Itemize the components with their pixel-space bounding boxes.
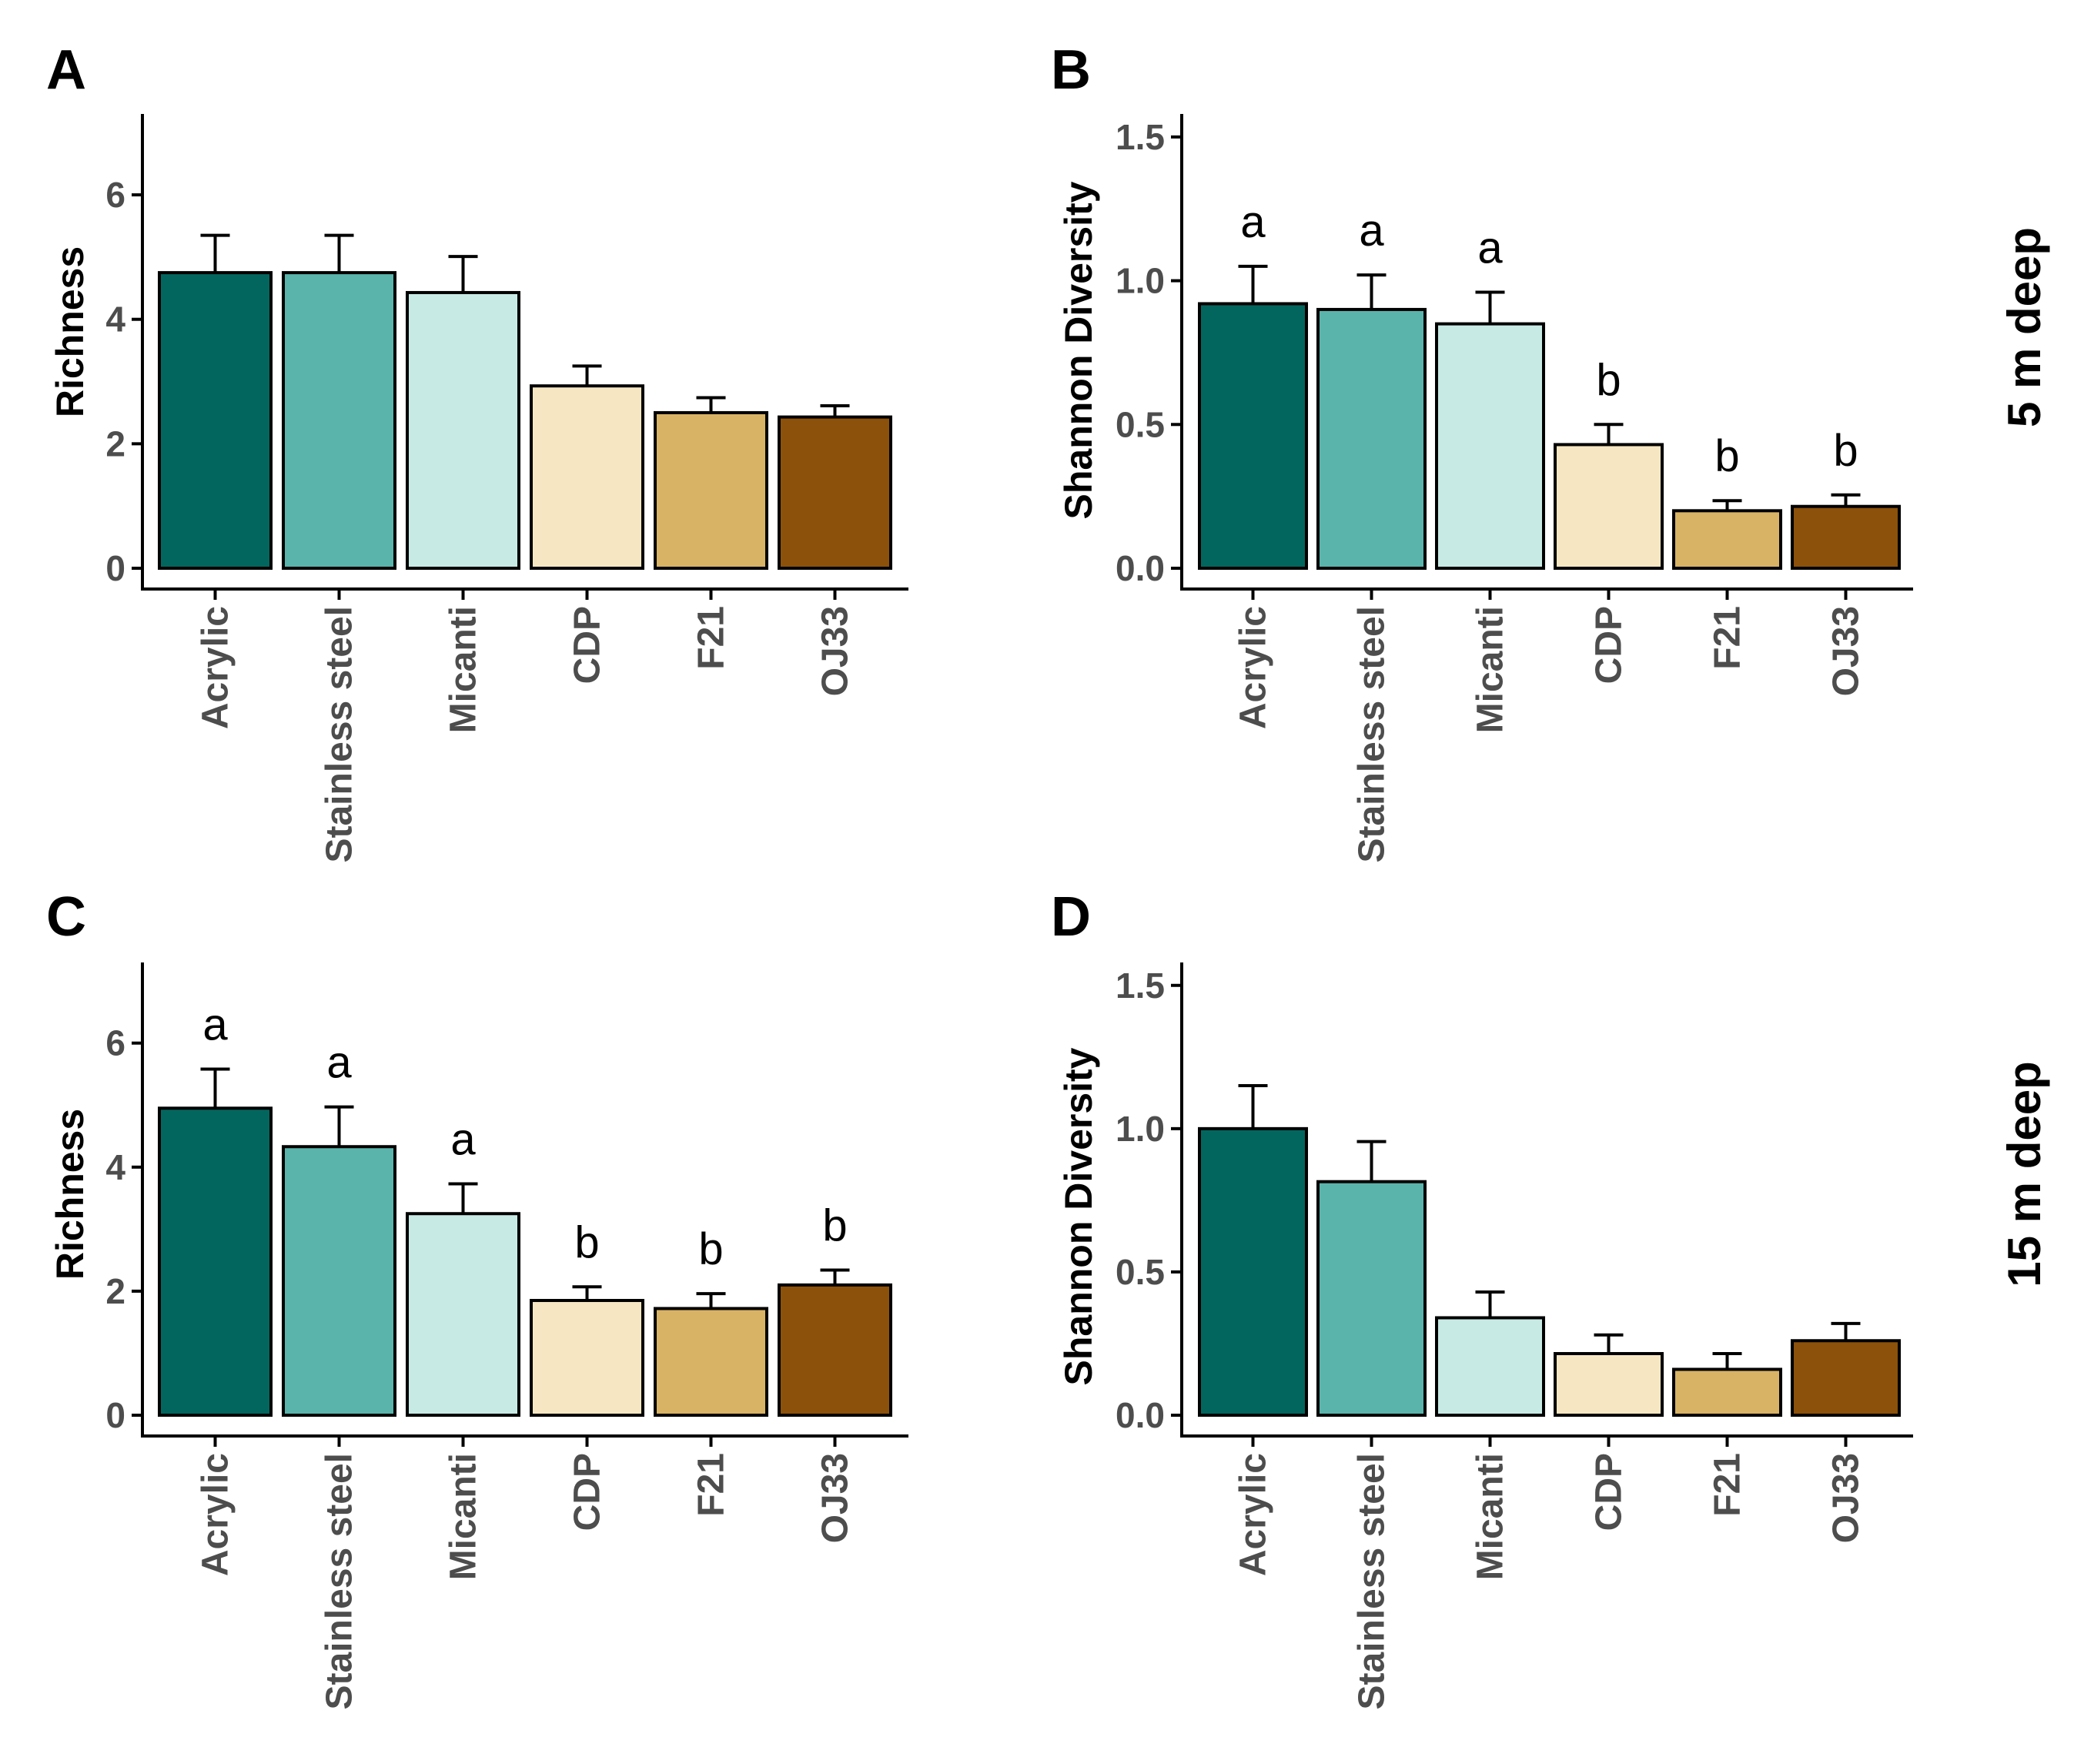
y-tick-label-b-1: 0.5: [1116, 404, 1165, 444]
panel-letter-d: D: [1051, 886, 1091, 948]
significance-b-acrylic: a: [1240, 197, 1266, 247]
row-label-15m: 15 m deep: [1999, 1061, 2050, 1287]
panel-a: A Richness 0 2 4 6 Acrylic Stainless steel Mic…: [46, 39, 908, 863]
y-tick-label-c-3: 6: [105, 1023, 125, 1063]
x-tick-label-c-acrylic: Acrylic: [196, 1453, 236, 1576]
x-tick-label-b-cdp: CDP: [1589, 606, 1630, 684]
bar-c-oj33: [778, 1283, 892, 1418]
bar-a-cdp: [530, 384, 644, 570]
x-tick-label-b-acrylic: Acrylic: [1233, 606, 1274, 729]
y-axis-label-d: Shannon Diversity: [1057, 1047, 1100, 1385]
panel-d: D Shannon Diversity 0.0 0.5 1.0 1.5 Acrylic S…: [1051, 886, 1913, 1710]
bar-b-stainless-steel: [1316, 307, 1427, 570]
x-tick-label-c-micanti: Micanti: [443, 1453, 484, 1580]
y-tick-label-d-2: 1.0: [1116, 1109, 1165, 1149]
x-tick-label-d-f21: F21: [1708, 1453, 1748, 1517]
y-tick-label-b-0: 0.0: [1116, 548, 1165, 588]
x-tick-label-c-stainless-steel: Stainless steel: [319, 1453, 360, 1710]
y-tick-label-a-1: 2: [105, 423, 125, 464]
x-tick-label-b-oj33: OJ33: [1826, 606, 1867, 696]
x-tick-label-c-oj33: OJ33: [815, 1453, 856, 1543]
bar-b-oj33: [1791, 504, 1901, 571]
bar-c-cdp: [530, 1298, 644, 1418]
bar-c-f21: [654, 1307, 768, 1417]
x-tick-label-c-cdp: CDP: [567, 1453, 608, 1531]
plot-area-c: 0 2 4 6 Acrylic a Stainless steel a Micanti a CDP b…: [105, 962, 908, 1710]
y-tick-label-c-0: 0: [105, 1395, 125, 1435]
x-tick-label-d-acrylic: Acrylic: [1233, 1453, 1274, 1576]
y-tick-label-b-3: 1.5: [1116, 117, 1165, 157]
significance-c-acrylic: a: [202, 1000, 228, 1050]
y-axis-label-a: Richness: [49, 246, 92, 417]
x-tick-label-d-cdp: CDP: [1589, 1453, 1630, 1531]
plot-area-d: 0.0 0.5 1.0 1.5 Acrylic Stainless steel Micant…: [1116, 962, 1913, 1710]
y-tick-label-a-3: 6: [105, 175, 125, 215]
bar-d-acrylic: [1198, 1126, 1308, 1418]
bar-c-acrylic: [158, 1106, 273, 1418]
bar-a-acrylic: [158, 271, 273, 570]
significance-c-micanti: a: [450, 1115, 476, 1165]
panel-letter-a: A: [46, 39, 86, 101]
significance-b-oj33: b: [1833, 426, 1858, 476]
y-tick-label-d-0: 0.0: [1116, 1395, 1165, 1435]
panel-b: B Shannon Diversity 0.0 0.5 1.0 1.5 Acrylic a…: [1051, 39, 1913, 863]
panel-letter-b: B: [1051, 39, 1091, 101]
x-tick-label-c-f21: F21: [691, 1453, 732, 1517]
significance-c-f21: b: [698, 1224, 723, 1274]
plot-area-b: 0.0 0.5 1.0 1.5 Acrylic a Stainless steel a Mica…: [1116, 114, 1913, 863]
bar-a-micanti: [406, 290, 520, 570]
significance-c-oj33: b: [822, 1201, 847, 1251]
panel-c: C Richness 0 2 4 6 Acrylic a Stainless steel a M…: [46, 886, 908, 1710]
bar-d-stainless-steel: [1316, 1180, 1427, 1417]
bar-b-micanti: [1435, 322, 1545, 570]
bar-c-stainless-steel: [282, 1145, 396, 1418]
y-axis-label-b: Shannon Diversity: [1057, 181, 1100, 519]
bar-a-f21: [654, 410, 768, 570]
significance-c-cdp: b: [574, 1217, 599, 1267]
bar-b-cdp: [1554, 443, 1664, 570]
significance-b-f21: b: [1714, 431, 1739, 481]
x-tick-label-a-cdp: CDP: [567, 606, 608, 684]
x-tick-label-d-micanti: Micanti: [1470, 1453, 1511, 1580]
plot-area-a: 0 2 4 6 Acrylic Stainless steel Micanti CDP F21 O…: [105, 114, 908, 863]
y-tick-label-c-2: 4: [105, 1147, 125, 1187]
x-tick-label-b-stainless-steel: Stainless steel: [1352, 606, 1393, 863]
significance-b-micanti: a: [1477, 223, 1503, 273]
bar-d-cdp: [1554, 1351, 1664, 1417]
x-tick-label-a-oj33: OJ33: [815, 606, 856, 696]
bar-b-f21: [1672, 509, 1782, 571]
y-tick-label-d-3: 1.5: [1116, 966, 1165, 1006]
y-tick-label-b-2: 1.0: [1116, 261, 1165, 301]
significance-b-stainless-steel: a: [1359, 206, 1384, 256]
significance-c-stainless-steel: a: [326, 1038, 352, 1088]
panel-letter-c: C: [46, 886, 86, 948]
y-tick-label-a-0: 0: [105, 548, 125, 588]
y-tick-label-c-1: 2: [105, 1271, 125, 1311]
x-tick-label-a-acrylic: Acrylic: [196, 606, 236, 729]
x-tick-label-a-micanti: Micanti: [443, 606, 484, 733]
x-tick-label-d-oj33: OJ33: [1826, 1453, 1867, 1543]
y-tick-label-d-1: 0.5: [1116, 1252, 1165, 1292]
y-tick-label-a-2: 4: [105, 300, 125, 340]
x-tick-label-a-stainless-steel: Stainless steel: [319, 606, 360, 863]
x-tick-label-b-f21: F21: [1708, 606, 1748, 670]
significance-b-cdp: b: [1596, 355, 1621, 405]
x-tick-label-a-f21: F21: [691, 606, 732, 670]
row-label-5m: 5 m deep: [1999, 227, 2050, 427]
x-tick-label-b-micanti: Micanti: [1470, 606, 1511, 733]
bar-a-oj33: [778, 415, 892, 570]
bar-d-micanti: [1435, 1316, 1545, 1418]
x-tick-label-d-stainless-steel: Stainless steel: [1352, 1453, 1393, 1710]
bar-c-micanti: [406, 1212, 520, 1418]
y-axis-label-c: Richness: [49, 1109, 92, 1280]
bar-b-acrylic: [1198, 302, 1308, 570]
bar-a-stainless-steel: [282, 271, 396, 570]
bar-d-f21: [1672, 1367, 1782, 1417]
bar-d-oj33: [1791, 1339, 1901, 1417]
